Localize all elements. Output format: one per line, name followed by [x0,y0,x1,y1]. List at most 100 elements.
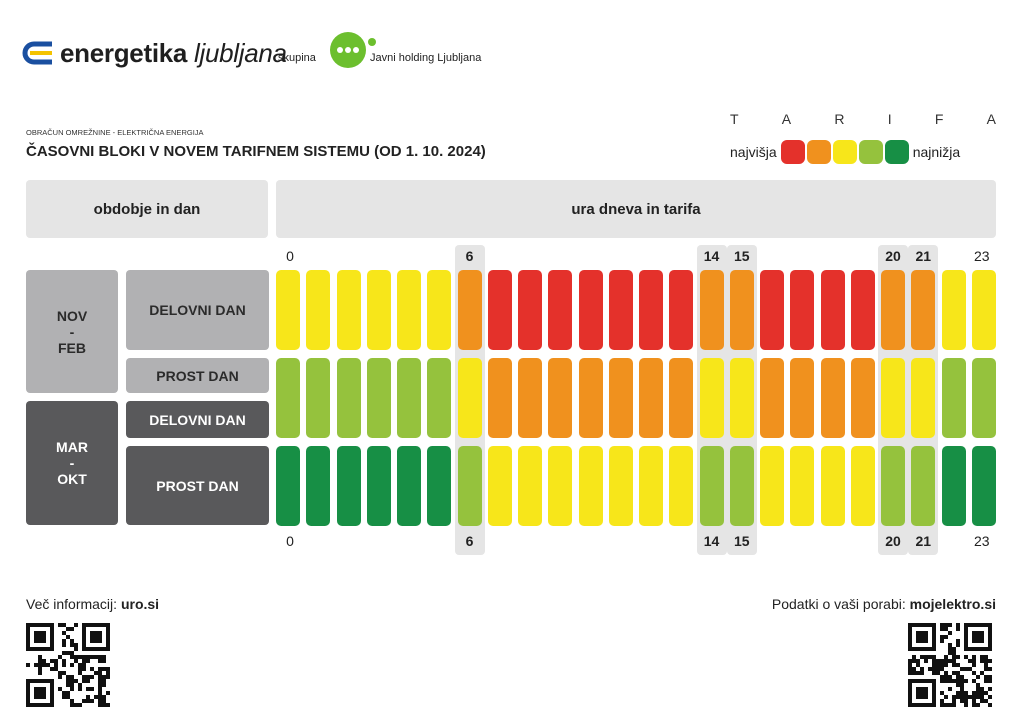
tariff-cell-row1-h21 [911,358,936,438]
period-day-header: obdobje in dan [26,180,268,238]
legend-highest-label: najvišja [730,144,777,160]
brand-light: ljubljana [194,38,287,68]
legend-swatch-5 [884,140,909,164]
hour-label-bottom-0: 0 [286,533,294,549]
tariff-cell-row3-h19 [850,446,875,526]
tariff-cell-row1-h15 [729,358,754,438]
tariff-cell-row0-h6 [457,270,482,350]
tariff-cell-row1-h17 [790,358,815,438]
mojelektro-link[interactable]: mojelektro.si [909,596,996,612]
brand-name: energetika ljubljana [60,38,287,69]
energetika-logo-icon [22,41,52,65]
tariff-cell-row0-h20 [881,270,905,350]
consumption-info: Podatki o vaši porabi: mojelektro.si [736,596,996,612]
tarifa-letter: A [781,111,792,127]
tariff-cell-row1-h0 [276,358,300,438]
hour-label-top-20: 20 [885,248,901,264]
qr-code-uro-icon [26,623,110,707]
tariff-cell-row1-h16 [760,358,784,438]
hour-label-bottom-15: 15 [733,533,750,549]
tariff-cell-row3-h9 [548,446,573,526]
hour-label-bottom-14: 14 [703,533,720,549]
tariff-cell-row0-h11 [608,270,633,350]
hour-label-top-15: 15 [733,248,750,264]
tarifa-letter: A [986,111,996,127]
tariff-cell-row3-h12 [639,446,663,526]
period-label-mid: - [69,455,75,471]
period-label-mid: - [69,323,75,340]
tariff-cell-row1-h2 [336,358,361,438]
tariff-cell-row3-h13 [669,446,694,526]
tariff-cell-row3-h1 [306,446,331,526]
tariff-cell-row0-h0 [276,270,300,350]
tariff-cell-row3-h11 [608,446,633,526]
legend-swatch-3 [832,140,857,164]
uro-link[interactable]: uro.si [120,596,160,612]
tariff-cell-row3-h21 [911,446,936,526]
tariff-cell-row0-h17 [790,270,815,350]
tariff-cell-row1-h8 [518,358,542,438]
tariff-cell-row0-h8 [518,270,542,350]
tariff-cell-row0-h4 [397,270,421,350]
tariff-cell-row0-h9 [548,270,573,350]
tariff-cell-row3-h22 [941,446,966,526]
day-label-mar-okt-workday: DELOVNI DAN [126,401,269,438]
consumption-info-label: Podatki o vaši porabi: [771,596,910,612]
tariff-cell-row3-h18 [820,446,845,526]
tariff-cell-row0-h7 [487,270,512,350]
tariff-cell-row1-h6 [457,358,482,438]
tariff-cell-row0-h13 [669,270,694,350]
hour-label-top-23: 23 [973,248,990,264]
hour-label-bottom-6: 6 [465,533,474,549]
tariff-cell-row3-h2 [336,446,361,526]
tariff-cell-row0-h21 [911,270,936,350]
tariff-cell-row3-h15 [729,446,754,526]
period-label-bot: OKT [57,471,87,487]
group-label: skupina [278,52,316,64]
tariff-cell-row1-h5 [427,358,452,438]
more-info: Več informacij: uro.si [26,596,159,612]
tariff-cell-row3-h4 [397,446,421,526]
tarifa-letter: T [730,111,739,127]
legend-lowest-label: najnižja [912,144,961,160]
legend-swatch-2 [806,140,831,164]
tariff-cell-row1-h1 [306,358,331,438]
tariff-cell-row1-h13 [669,358,694,438]
tariff-cell-row3-h3 [366,446,391,526]
hour-label-bottom-23: 23 [973,533,990,549]
tariff-cell-row3-h8 [518,446,542,526]
tariff-cell-row0-h18 [820,270,845,350]
tariff-cell-row1-h22 [941,358,966,438]
tariff-cell-row1-h7 [487,358,512,438]
tariff-cell-row3-h5 [427,446,452,526]
tariff-cell-row3-h23 [971,446,996,526]
tariff-cell-row0-h5 [427,270,452,350]
hour-label-top-14: 14 [703,248,720,264]
tariff-cell-row1-h4 [397,358,421,438]
day-label-mar-okt-holiday: PROST DAN [126,446,269,525]
tariff-cell-row1-h10 [578,358,603,438]
hour-label-top-6: 6 [465,248,474,264]
legend-swatches [780,140,909,164]
hour-label-top-0: 0 [286,248,294,264]
brand-bold: energetika [60,38,188,68]
tariff-cell-row0-h1 [306,270,331,350]
document-subtitle: OBRAČUN OMREŽNINE - ELEKTRIČNA ENERGIJA [26,128,204,137]
period-mar-okt: MAR - OKT [26,401,118,525]
tariff-cell-row3-h17 [790,446,815,526]
period-nov-feb: NOV - FEB [26,270,118,393]
tariff-cell-row1-h11 [608,358,633,438]
holding-logo-icon [330,32,376,68]
tariff-cell-row3-h10 [578,446,603,526]
hour-label-top-21: 21 [915,248,932,264]
hour-label-bottom-20: 20 [885,533,901,549]
tariff-cell-row0-h15 [729,270,754,350]
tariff-cell-row3-h6 [457,446,482,526]
tariff-cell-row1-h23 [971,358,996,438]
tariff-cell-row3-h7 [487,446,512,526]
tariff-cell-row0-h10 [578,270,603,350]
tariff-cell-row1-h14 [699,358,724,438]
qr-code-mojelektro-icon [908,623,992,707]
tariff-cell-row1-h18 [820,358,845,438]
